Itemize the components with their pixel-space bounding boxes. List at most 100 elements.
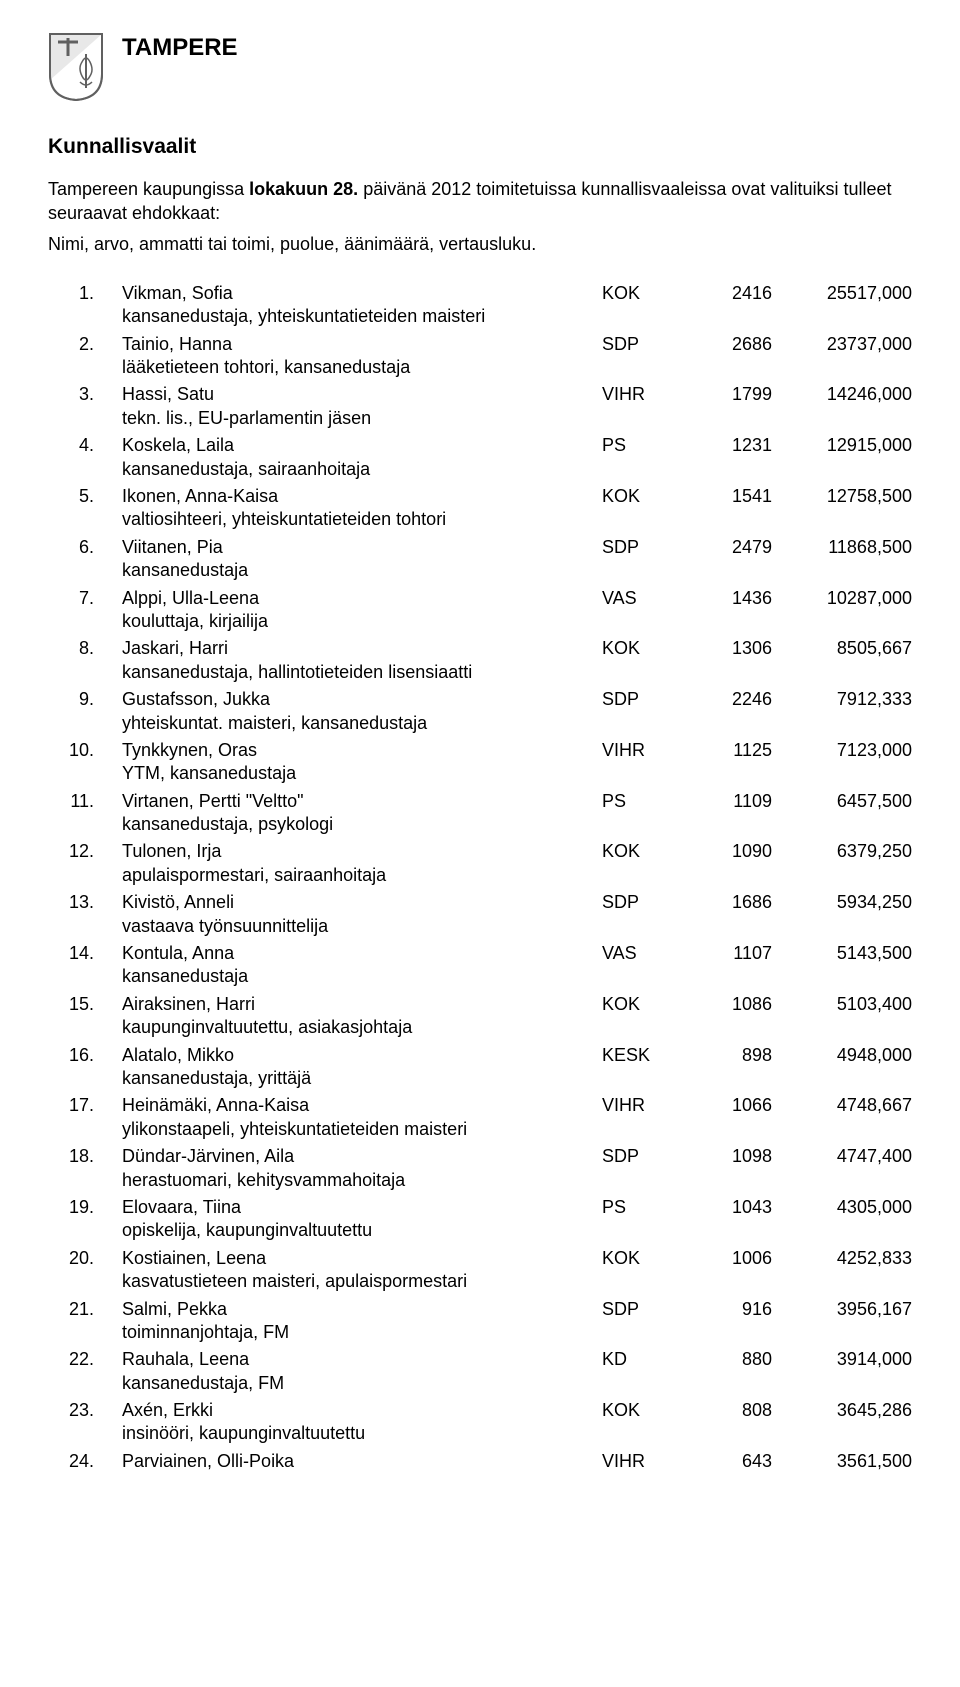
candidate-description-row: kaupunginvaltuutettu, asiakasjohtaja — [48, 1016, 912, 1039]
candidate-description: kansanedustaja, FM — [94, 1372, 912, 1395]
candidate-description: opiskelija, kaupunginvaltuutettu — [94, 1219, 912, 1242]
row-number: 14. — [48, 942, 94, 965]
comparison-number: 4305,000 — [772, 1196, 912, 1219]
row-number: 10. — [48, 739, 94, 762]
row-number: 6. — [48, 536, 94, 559]
comparison-number: 7123,000 — [772, 739, 912, 762]
party-code: KOK — [602, 485, 682, 508]
candidate-name: Virtanen, Pertti "Veltto" — [94, 790, 602, 813]
party-code: KOK — [602, 840, 682, 863]
party-code: KOK — [602, 993, 682, 1016]
comparison-number: 3914,000 — [772, 1348, 912, 1371]
candidate-description: kansanedustaja, yrittäjä — [94, 1067, 912, 1090]
candidate-name: Ikonen, Anna-Kaisa — [94, 485, 602, 508]
row-number: 22. — [48, 1348, 94, 1371]
candidate-description-row: valtiosihteeri, yhteiskuntatieteiden toh… — [48, 508, 912, 531]
candidate-name: Kostiainen, Leena — [94, 1247, 602, 1270]
candidate-name: Tainio, Hanna — [94, 333, 602, 356]
comparison-number: 6457,500 — [772, 790, 912, 813]
party-code: SDP — [602, 1145, 682, 1168]
candidate-description: yhteiskuntat. maisteri, kansanedustaja — [94, 712, 912, 735]
candidate-row: 9.Gustafsson, JukkaSDP22467912,333 — [48, 688, 912, 711]
party-code: KOK — [602, 637, 682, 660]
candidate-description-row: toiminnanjohtaja, FM — [48, 1321, 912, 1344]
party-code: SDP — [602, 1298, 682, 1321]
comparison-number: 5143,500 — [772, 942, 912, 965]
candidate-description-row: kansanedustaja, FM — [48, 1372, 912, 1395]
candidate-row: 21.Salmi, PekkaSDP9163956,167 — [48, 1298, 912, 1321]
comparison-number: 8505,667 — [772, 637, 912, 660]
vote-count: 2479 — [682, 536, 772, 559]
comparison-number: 6379,250 — [772, 840, 912, 863]
candidate-description-row: tekn. lis., EU-parlamentin jäsen — [48, 407, 912, 430]
candidate-list: 1.Vikman, SofiaKOK241625517,000 kansanedu… — [48, 282, 912, 1473]
candidate-row: 20.Kostiainen, LeenaKOK10064252,833 — [48, 1247, 912, 1270]
vote-count: 808 — [682, 1399, 772, 1422]
comparison-number: 25517,000 — [772, 282, 912, 305]
candidate-name: Viitanen, Pia — [94, 536, 602, 559]
row-number: 9. — [48, 688, 94, 711]
comparison-number: 14246,000 — [772, 383, 912, 406]
row-number: 5. — [48, 485, 94, 508]
candidate-description: ylikonstaapeli, yhteiskuntatieteiden mai… — [94, 1118, 912, 1141]
vote-count: 1086 — [682, 993, 772, 1016]
candidate-description: kaupunginvaltuutettu, asiakasjohtaja — [94, 1016, 912, 1039]
vote-count: 1090 — [682, 840, 772, 863]
candidate-description: tekn. lis., EU-parlamentin jäsen — [94, 407, 912, 430]
vote-count: 643 — [682, 1450, 772, 1473]
candidate-row: 19.Elovaara, TiinaPS10434305,000 — [48, 1196, 912, 1219]
comparison-number: 4948,000 — [772, 1044, 912, 1067]
vote-count: 1109 — [682, 790, 772, 813]
candidate-name: Tulonen, Irja — [94, 840, 602, 863]
candidate-name: Heinämäki, Anna-Kaisa — [94, 1094, 602, 1117]
party-code: VIHR — [602, 1450, 682, 1473]
vote-count: 2246 — [682, 688, 772, 711]
party-code: SDP — [602, 891, 682, 914]
candidate-row: 10.Tynkkynen, OrasVIHR11257123,000 — [48, 739, 912, 762]
candidate-row: 6.Viitanen, PiaSDP247911868,500 — [48, 536, 912, 559]
row-number: 21. — [48, 1298, 94, 1321]
comparison-number: 4747,400 — [772, 1145, 912, 1168]
comparison-number: 7912,333 — [772, 688, 912, 711]
party-code: SDP — [602, 536, 682, 559]
candidate-description: insinööri, kaupunginvaltuutettu — [94, 1422, 912, 1445]
row-number: 19. — [48, 1196, 94, 1219]
candidate-name: Hassi, Satu — [94, 383, 602, 406]
candidate-row: 5.Ikonen, Anna-KaisaKOK154112758,500 — [48, 485, 912, 508]
comparison-number: 12758,500 — [772, 485, 912, 508]
document-title: Kunnallisvaalit — [48, 135, 912, 159]
candidate-name: Gustafsson, Jukka — [94, 688, 602, 711]
candidate-name: Dündar-Järvinen, Aila — [94, 1145, 602, 1168]
candidate-row: 11.Virtanen, Pertti "Veltto"PS11096457,5… — [48, 790, 912, 813]
candidate-row: 24.Parviainen, Olli-PoikaVIHR6433561,500 — [48, 1450, 912, 1473]
vote-count: 1541 — [682, 485, 772, 508]
candidate-name: Vikman, Sofia — [94, 282, 602, 305]
row-number: 4. — [48, 434, 94, 457]
comparison-number: 10287,000 — [772, 587, 912, 610]
comparison-number: 3561,500 — [772, 1450, 912, 1473]
vote-count: 916 — [682, 1298, 772, 1321]
comparison-number: 3645,286 — [772, 1399, 912, 1422]
comparison-number: 23737,000 — [772, 333, 912, 356]
vote-count: 1006 — [682, 1247, 772, 1270]
row-number: 11. — [48, 790, 94, 813]
city-name: TAMPERE — [122, 34, 238, 62]
candidate-description: toiminnanjohtaja, FM — [94, 1321, 912, 1344]
coat-of-arms-icon — [48, 32, 104, 107]
vote-count: 880 — [682, 1348, 772, 1371]
candidate-row: 16.Alatalo, MikkoKESK8984948,000 — [48, 1044, 912, 1067]
row-number: 15. — [48, 993, 94, 1016]
candidate-row: 1.Vikman, SofiaKOK241625517,000 — [48, 282, 912, 305]
candidate-row: 13.Kivistö, AnneliSDP16865934,250 — [48, 891, 912, 914]
candidate-description: YTM, kansanedustaja — [94, 762, 912, 785]
candidate-description: lääketieteen tohtori, kansanedustaja — [94, 356, 912, 379]
vote-count: 1436 — [682, 587, 772, 610]
candidate-row: 4.Koskela, LailaPS123112915,000 — [48, 434, 912, 457]
candidate-description-row: kansanedustaja, psykologi — [48, 813, 912, 836]
candidate-name: Rauhala, Leena — [94, 1348, 602, 1371]
vote-count: 1686 — [682, 891, 772, 914]
candidate-description: kansanedustaja — [94, 965, 912, 988]
candidate-description-row: YTM, kansanedustaja — [48, 762, 912, 785]
row-number: 16. — [48, 1044, 94, 1067]
candidate-row: 15.Airaksinen, HarriKOK10865103,400 — [48, 993, 912, 1016]
